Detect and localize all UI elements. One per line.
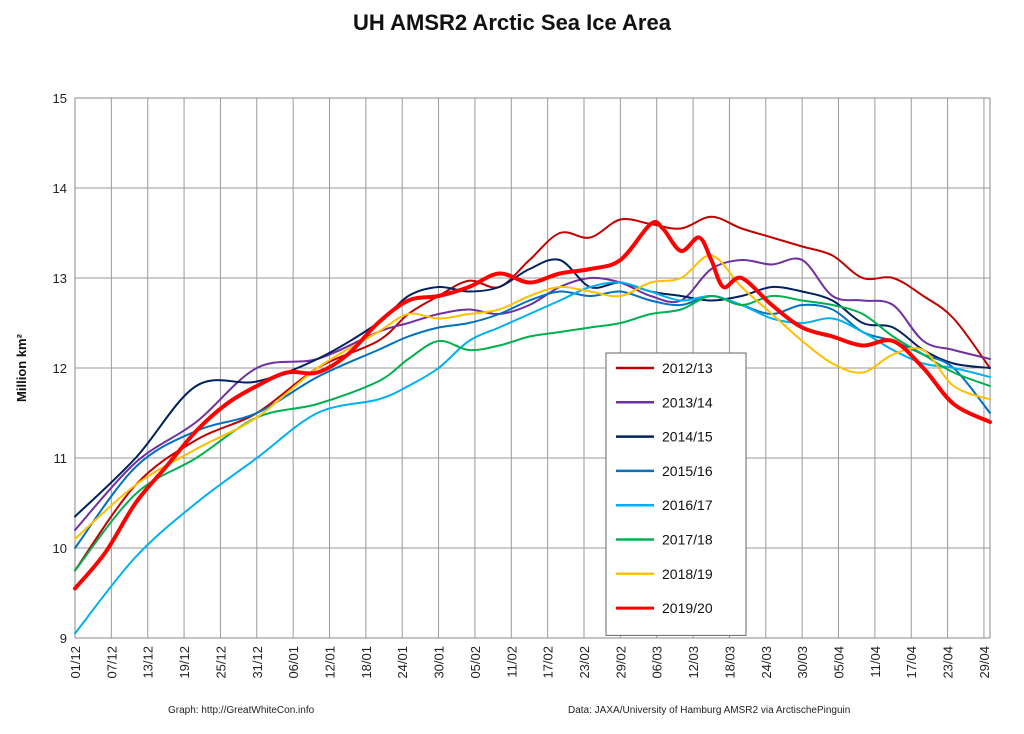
x-tick-label: 18/01: [359, 646, 374, 679]
legend-label: 2018/19: [662, 566, 713, 582]
series-line-2014-15: [74, 258, 991, 518]
y-tick-labels: 9 10 11 12 13 14 15: [53, 91, 67, 646]
legend-label: 2017/18: [662, 532, 713, 548]
y-tick-label: 11: [54, 451, 68, 466]
y-axis-label: Million km²: [14, 333, 29, 402]
x-tick-label: 06/01: [286, 646, 301, 679]
x-tick-label: 12/03: [686, 646, 701, 679]
x-tick-label: 30/01: [432, 646, 447, 679]
series-line-2015-16: [74, 290, 991, 549]
series-line-2016-17: [74, 281, 991, 635]
legend-label: 2013/14: [662, 394, 713, 410]
legend-label: 2014/15: [662, 429, 713, 445]
x-tick-label: 23/02: [577, 646, 592, 679]
x-tick-label: 25/12: [213, 646, 228, 679]
legend-box: [605, 352, 747, 636]
legend-label: 2012/13: [662, 360, 713, 376]
x-tick-label: 29/02: [613, 646, 628, 679]
x-tick-label: 12/01: [323, 646, 338, 679]
x-tick-label: 17/04: [904, 646, 919, 679]
x-tick-label: 29/04: [977, 646, 992, 679]
x-tick-label: 11/02: [504, 646, 519, 678]
x-tick-label: 05/04: [832, 646, 847, 679]
y-tick-label: 13: [53, 271, 67, 286]
x-tick-label: 30/03: [795, 646, 810, 679]
y-tick-label: 14: [53, 181, 67, 196]
footer-source-right: Data: JAXA/University of Hamburg AMSR2 v…: [568, 705, 850, 716]
x-tick-label: 19/12: [177, 646, 192, 679]
series-line-2018-19: [74, 254, 991, 540]
x-tick-label: 17/02: [541, 646, 556, 679]
legend-label: 2016/17: [662, 497, 713, 513]
series-lines: [73, 215, 992, 635]
y-tick-label: 9: [60, 631, 67, 646]
series-line-2013-14: [74, 257, 991, 531]
x-tick-label: 11/04: [868, 646, 883, 678]
y-tick-label: 10: [53, 541, 67, 556]
x-tick-label: 06/03: [650, 646, 665, 679]
series-line-2017-18: [74, 294, 991, 572]
x-tick-label: 18/03: [722, 646, 737, 679]
footer-source-left: Graph: http://GreatWhiteCon.info: [168, 705, 315, 716]
x-tick-label: 05/02: [468, 646, 483, 679]
y-tick-label: 12: [53, 361, 67, 376]
series-line-2012-13: [74, 215, 991, 572]
legend: 2012/13 2013/14 2014/15 2015/16 2016/17 2017/…: [605, 352, 747, 636]
grid: [74, 97, 990, 639]
legend-label: 2019/20: [662, 600, 713, 616]
chart-title: UH AMSR2 Arctic Sea Ice Area: [353, 10, 672, 35]
y-tick-label: 15: [53, 91, 67, 106]
series-line-2019-20: [73, 219, 992, 591]
x-tick-label: 24/01: [395, 646, 410, 679]
x-tick-labels: 01/12 07/12 13/12 19/12 25/12 31/12 06/01 12/01…: [68, 646, 992, 679]
x-tick-label: 07/12: [104, 646, 119, 679]
x-tick-label: 13/12: [141, 646, 156, 679]
x-tick-label: 24/03: [759, 646, 774, 679]
x-tick-label: 31/12: [250, 646, 265, 679]
x-tick-label: 01/12: [68, 646, 83, 679]
legend-label: 2015/16: [662, 463, 713, 479]
x-tick-label: 23/04: [941, 646, 956, 679]
